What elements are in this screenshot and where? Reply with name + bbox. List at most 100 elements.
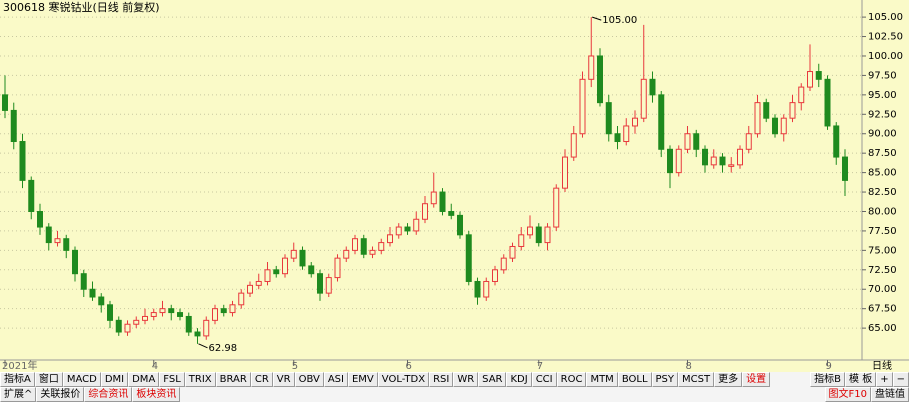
candle-body [10,109,17,143]
candle-body [754,102,761,135]
toolbar-button[interactable]: OBV [294,372,324,387]
toolbar-button[interactable]: 图文F10 [824,387,871,402]
toolbar-button[interactable]: 更多 [714,372,743,387]
toolbar-button[interactable]: − [892,372,909,387]
candle-body [448,210,455,216]
toolbar-button[interactable]: KDJ [506,372,532,387]
toolbar-button[interactable]: ROC [556,372,587,387]
candle-body [89,288,96,298]
candle-body [369,249,376,255]
toolbar-button[interactable]: VOL-TDX [377,372,430,387]
candle-body [614,133,621,143]
y-tick-label: 70.00 [868,284,897,295]
candle-body [28,179,35,212]
toolbar-button[interactable]: 窗口 [34,372,63,387]
toolbar-button[interactable]: ASI [323,372,348,387]
candle-body [133,319,140,325]
toolbar-button[interactable]: + [876,372,893,387]
period-label: 日线 [872,359,892,372]
y-tick-label: 97.50 [868,70,897,81]
candle-body [492,269,498,282]
candle-body [37,210,43,228]
toolbar-button[interactable]: 综合资讯 [84,387,133,402]
candle-body [632,117,638,127]
toolbar-button[interactable]: PSY [651,372,679,387]
candle-body [570,133,577,158]
candle-body [544,226,551,244]
candle-body [562,156,568,189]
toolbar-button[interactable]: CR [250,372,273,387]
toolbar-button[interactable]: 指标B [810,372,846,387]
toolbar-button[interactable]: CCI [531,372,557,387]
candle-body [387,234,393,244]
toolbar-button[interactable]: MACD [62,372,101,387]
y-tick-label: 80.00 [868,206,897,217]
toolbar-button[interactable]: VR [272,372,295,387]
toolbar-button[interactable]: 盘链值 [871,387,909,402]
y-tick-label: 67.50 [868,304,897,315]
toolbar-button[interactable]: RSI [429,372,454,387]
candle-body [150,312,157,317]
toolbar-button[interactable]: EMV [347,372,378,387]
candle-body [63,238,70,251]
candle-body [649,78,656,96]
candle-body [597,55,603,104]
chart: 300618 寒锐钴业(日线 前复权) 65.00 67.50 70.00 72.50… [0,0,909,372]
candle-body [212,308,218,321]
toolbar-button[interactable]: MTM [586,372,618,387]
candle-body [439,191,446,212]
candle-body [203,319,210,337]
candle-body [457,214,463,236]
candle-body [509,245,516,259]
toolbar-button[interactable]: 板块资讯 [132,387,181,402]
annotation-arrow [592,16,602,21]
candle-body [255,280,262,286]
toolbar-button[interactable]: DMA [128,372,160,387]
toolbar-button[interactable]: MCST [678,372,715,387]
candle-body [675,148,682,174]
candle-body [780,117,787,135]
toolbar-button[interactable]: SAR [478,372,507,387]
candle-body [430,191,437,205]
toolbar-button[interactable]: FSL [159,372,185,387]
toolbar-button[interactable]: 扩展^ [0,387,37,402]
candle-body [693,133,700,150]
candle-body [413,218,420,232]
toolbar-button[interactable]: BRAR [215,372,251,387]
candle-body [842,156,848,181]
candle-body [833,125,840,158]
toolbar-button[interactable]: WR [453,372,479,387]
toolbar-button[interactable]: 指标A [0,372,35,387]
annotation: 105.00 [602,15,637,26]
candle-body [500,257,507,271]
candle-body [772,117,778,135]
candle-body [518,234,525,247]
toolbar-button[interactable]: DMI [100,372,129,387]
toolbar-button[interactable]: 设置 [742,372,771,387]
toolbar-button[interactable]: 模 板 [845,372,877,387]
candle-body [807,71,813,88]
candle-body [640,78,647,119]
candle-body [798,86,805,104]
candle-body [422,203,428,220]
candle-body [177,312,183,317]
candle-body [483,280,490,298]
candle-body [317,273,323,294]
candle-body [684,133,691,150]
toolbar-button[interactable]: BOLL [617,372,652,387]
candle-body [194,331,201,337]
y-tick-label: 85.00 [868,168,897,179]
toolbar-button[interactable]: 关联报价 [36,387,85,402]
y-tick-label: 77.50 [868,226,897,237]
candle-body [308,265,315,275]
y-tick-label: 100.00 [868,51,903,62]
candle-body [19,141,26,181]
candle-body [535,226,542,244]
candle-body [238,292,245,306]
y-tick-label: 82.50 [868,187,897,198]
annotation-arrow [198,343,208,349]
y-tick-label: 90.00 [868,129,897,140]
toolbar-button[interactable]: TRIX [184,372,216,387]
x-tick-label: 7 [537,361,543,372]
